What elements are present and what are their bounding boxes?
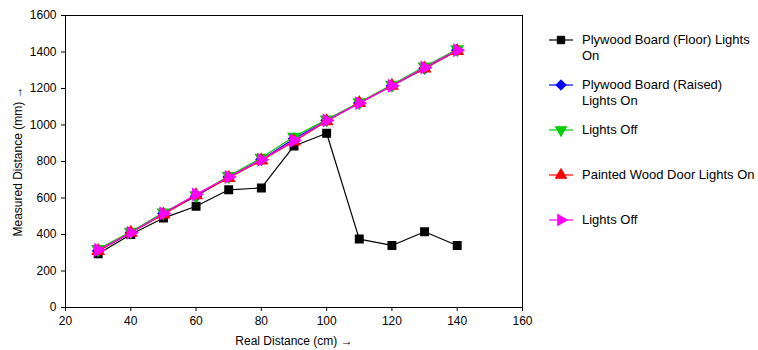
svg-text:0: 0: [50, 300, 57, 314]
svg-text:200: 200: [36, 264, 56, 278]
svg-text:Measured Distance (mm) →: Measured Distance (mm) →: [11, 86, 25, 236]
svg-text:800: 800: [36, 154, 56, 168]
html-text:Lights Off: Lights Off: [582, 122, 638, 137]
html-text:Plywood Board (Raised) Lights: Plywood Board (Raised) Lights On: [582, 77, 723, 108]
svg-text:600: 600: [36, 191, 56, 205]
svg-text:20: 20: [59, 314, 73, 328]
svg-text:80: 80: [255, 314, 269, 328]
html-text:Lights Off: Lights Off: [582, 212, 638, 227]
html-text:Plywood Board (Floor) Lights O: Plywood Board (Floor) Lights On: [582, 32, 750, 63]
svg-text:160: 160: [512, 314, 532, 328]
svg-text:1400: 1400: [30, 45, 57, 59]
svg-text:400: 400: [36, 227, 56, 241]
svg-text:1000: 1000: [30, 118, 57, 132]
svg-text:100: 100: [317, 314, 337, 328]
svg-text:140: 140: [447, 314, 467, 328]
svg-text:1600: 1600: [30, 8, 57, 22]
svg-text:Real Distance (cm) →: Real Distance (cm) →: [235, 334, 352, 348]
svg-text:1200: 1200: [30, 81, 57, 95]
html-text:Painted Wood Door Lights On: Painted Wood Door Lights On: [582, 167, 755, 182]
svg-text:60: 60: [189, 314, 203, 328]
svg-text:40: 40: [124, 314, 138, 328]
svg-text:120: 120: [382, 314, 402, 328]
